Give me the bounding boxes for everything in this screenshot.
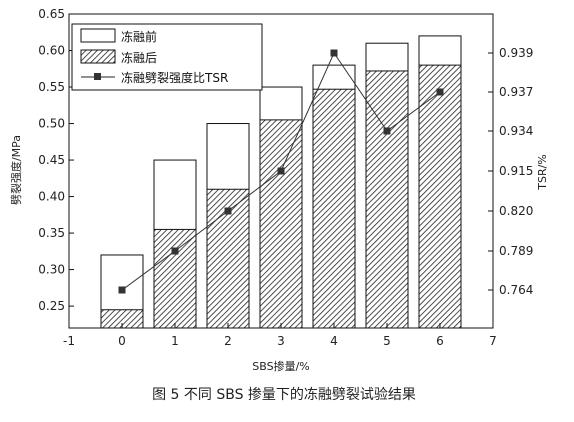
tsr-point-0 (118, 286, 126, 294)
bars-after-freeze (100, 64, 462, 329)
tsr-series (118, 49, 444, 294)
legend-label-tsr: 冻融劈裂强度比TSR (121, 70, 228, 85)
bar-after-5 (365, 70, 409, 329)
x-tick-label-2: 1 (171, 334, 179, 348)
x-tick-label-1: 0 (118, 334, 126, 348)
legend: 冻融前 冻融后 冻融劈裂强度比TSR (71, 23, 263, 91)
y-axis-title-left: 劈裂强度/MPa (9, 135, 23, 205)
x-tick-label-8: 7 (489, 334, 497, 348)
x-tick-label-3: 2 (224, 334, 232, 348)
x-axis: -1 0 1 2 3 4 5 6 7 (63, 323, 497, 348)
right-tick-label-3: 0.915 (499, 164, 533, 178)
legend-swatch-open (80, 28, 116, 43)
left-tick-label-3: 0.40 (38, 190, 65, 204)
bar-after-4 (312, 88, 356, 329)
tsr-point-1 (171, 247, 179, 255)
x-tick-label-4: 3 (277, 334, 285, 348)
legend-label-before: 冻融前 (121, 29, 157, 44)
x-axis-title: SBS掺量/% (252, 359, 309, 373)
right-tick-label-2: 0.820 (499, 204, 533, 218)
x-tick-label-0: -1 (63, 334, 75, 348)
left-tick-label-1: 0.30 (38, 263, 65, 277)
legend-label-after: 冻融后 (121, 50, 157, 65)
right-tick-label-6: 0.939 (499, 46, 533, 60)
right-tick-label-5: 0.937 (499, 85, 533, 99)
bar-after-6 (418, 64, 462, 329)
left-tick-label-7: 0.60 (38, 44, 65, 58)
bar-after-1 (153, 228, 197, 329)
legend-swatch-hatched (80, 49, 116, 64)
figure-caption: 图 5 不同 SBS 掺量下的冻融劈裂试验结果 (152, 386, 416, 403)
left-tick-label-8: 0.65 (38, 7, 65, 21)
tsr-point-6 (436, 88, 444, 96)
x-tick-label-5: 4 (330, 334, 338, 348)
right-tick-label-1: 0.789 (499, 244, 533, 258)
tsr-point-2 (224, 207, 232, 215)
bar-after-3 (259, 119, 303, 329)
y-axis-title-right: TSR/% (536, 154, 549, 191)
tsr-point-5 (383, 127, 391, 135)
tsr-point-4 (330, 49, 338, 57)
legend-marker-square (94, 73, 101, 80)
right-tick-label-0: 0.764 (499, 283, 533, 297)
left-tick-label-6: 0.55 (38, 80, 65, 94)
left-tick-label-2: 0.35 (38, 226, 65, 240)
tsr-point-3 (277, 167, 285, 175)
left-tick-label-4: 0.45 (38, 153, 65, 167)
right-axis: 0.764 0.789 0.820 0.915 0.934 0.937 0.939 (488, 46, 533, 297)
x-tick-label-7: 6 (436, 334, 444, 348)
left-tick-label-0: 0.25 (38, 299, 65, 313)
left-tick-label-5: 0.50 (38, 117, 65, 131)
x-tick-label-6: 5 (383, 334, 391, 348)
left-axis: 0.25 0.30 0.35 0.40 0.45 0.50 0.55 0.60 0.65 (38, 7, 74, 313)
right-tick-label-4: 0.934 (499, 124, 533, 138)
